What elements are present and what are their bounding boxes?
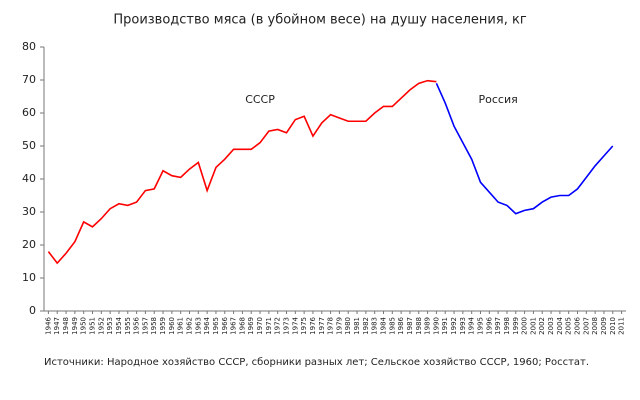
x-tick-label: 1989 xyxy=(424,317,432,335)
x-tick-label: 1959 xyxy=(159,317,167,335)
x-tick-label: 1992 xyxy=(450,317,458,335)
x-tick-label: 1996 xyxy=(485,316,493,334)
y-tick-label: 0 xyxy=(29,304,36,317)
x-tick-label: 1964 xyxy=(203,316,211,334)
x-tick-label: 1999 xyxy=(512,317,520,335)
x-tick-label: 1963 xyxy=(194,317,202,335)
x-tick-label: 1946 xyxy=(44,316,52,334)
x-tick-label: 1986 xyxy=(397,316,405,334)
x-tick-label: 1979 xyxy=(335,317,343,335)
x-tick-label: 2004 xyxy=(556,316,564,334)
x-tick-label: 1982 xyxy=(362,317,370,335)
annotation: Россия xyxy=(479,93,518,106)
x-tick-label: 1957 xyxy=(141,317,149,335)
x-tick-label: 1995 xyxy=(477,317,485,335)
x-tick-label: 1983 xyxy=(371,317,379,335)
x-tick-label: 1998 xyxy=(503,317,511,335)
x-tick-label: 2002 xyxy=(538,317,546,335)
y-tick-label: 40 xyxy=(22,172,36,185)
x-tick-label: 1980 xyxy=(344,317,352,335)
x-tick-label: 1972 xyxy=(274,317,282,335)
x-tick-label: 1969 xyxy=(247,317,255,335)
x-tick-label: 1958 xyxy=(150,317,158,335)
x-tick-label: 1976 xyxy=(309,316,317,334)
x-tick-label: 2009 xyxy=(600,317,608,335)
x-tick-label: 2006 xyxy=(574,316,582,334)
x-tick-label: 1949 xyxy=(71,317,79,335)
chart-title: Производство мяса (в убойном весе) на ду… xyxy=(113,13,526,28)
series-line xyxy=(47,79,437,265)
x-tick-label: 1955 xyxy=(124,317,132,335)
y-tick-label: 30 xyxy=(22,205,36,218)
y-tick-label: 20 xyxy=(22,238,36,251)
y-tick-label: 80 xyxy=(22,40,36,53)
x-tick-label: 2003 xyxy=(547,317,555,335)
x-tick-label: 1947 xyxy=(53,317,61,335)
x-tick-label: 1965 xyxy=(212,317,220,335)
x-tick-label: 2007 xyxy=(582,317,590,335)
x-tick-label: 2010 xyxy=(609,317,617,335)
x-tick-label: 1987 xyxy=(406,317,414,335)
annotation: СССР xyxy=(245,93,275,106)
x-tick-label: 1970 xyxy=(256,317,264,335)
x-tick-label: 1956 xyxy=(133,316,141,334)
x-tick-label: 1950 xyxy=(80,317,88,335)
x-tick-label: 1951 xyxy=(89,317,97,335)
x-tick-label: 2008 xyxy=(591,317,599,335)
x-tick-label: 1961 xyxy=(177,317,185,335)
x-tick-label: 1977 xyxy=(318,317,326,335)
y-tick-label: 60 xyxy=(22,106,36,119)
x-tick-label: 1975 xyxy=(300,317,308,335)
x-tick-label: 1967 xyxy=(230,317,238,335)
x-tick-label: 1962 xyxy=(186,317,194,335)
x-tick-label: 2005 xyxy=(565,317,573,335)
x-tick-label: 1966 xyxy=(221,316,229,334)
x-tick-label: 2011 xyxy=(618,317,626,335)
x-tick-label: 1988 xyxy=(415,317,423,335)
x-tick-label: 1971 xyxy=(265,317,273,335)
x-tick-label: 2001 xyxy=(529,317,537,335)
x-tick-label: 1968 xyxy=(238,317,246,335)
x-tick-label: 1993 xyxy=(459,317,467,335)
x-tick-label: 1984 xyxy=(380,316,388,334)
x-tick-label: 1985 xyxy=(388,317,396,335)
y-tick-label: 50 xyxy=(22,139,36,152)
series-line xyxy=(435,82,614,215)
x-tick-label: 1948 xyxy=(62,317,70,335)
x-tick-label: 1952 xyxy=(97,317,105,335)
x-tick-label: 1974 xyxy=(291,316,299,334)
x-tick-label: 1973 xyxy=(283,317,291,335)
source-note: Источники: Народное хозяйство СССР, сбор… xyxy=(44,357,589,368)
x-tick-label: 1981 xyxy=(353,317,361,335)
x-tick-label: 1960 xyxy=(168,317,176,335)
x-tick-label: 1994 xyxy=(468,316,476,334)
x-tick-label: 1978 xyxy=(327,317,335,335)
y-tick-label: 70 xyxy=(22,73,36,86)
x-tick-label: 1953 xyxy=(106,317,114,335)
x-tick-label: 1990 xyxy=(432,317,440,335)
x-tick-label: 1954 xyxy=(115,316,123,334)
x-tick-label: 1997 xyxy=(494,317,502,335)
x-tick-label: 2000 xyxy=(521,317,529,335)
x-tick-label: 1991 xyxy=(441,317,449,335)
y-tick-label: 10 xyxy=(22,271,36,284)
